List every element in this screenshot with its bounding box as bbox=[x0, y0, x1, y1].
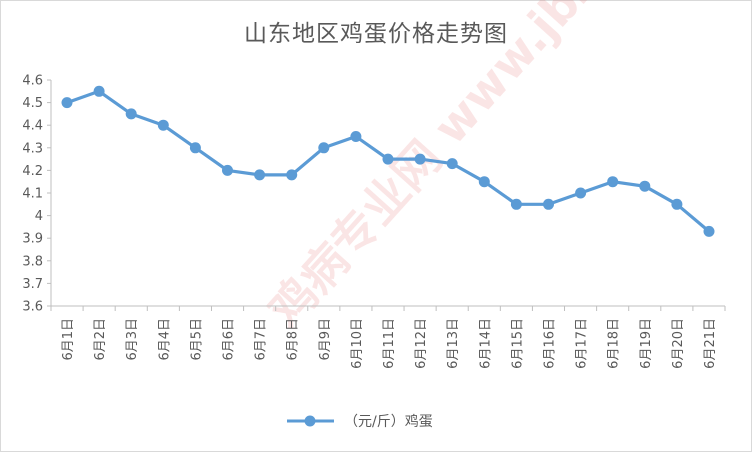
data-point bbox=[543, 198, 554, 210]
data-point bbox=[510, 198, 522, 210]
x-tick-label: 6月19日 bbox=[639, 318, 654, 369]
legend-label: （元/斤）鸡蛋 bbox=[344, 413, 433, 430]
x-tick-label: 6月2日 bbox=[93, 318, 108, 361]
legend: （元/斤）鸡蛋 bbox=[287, 413, 433, 430]
x-tick-label: 6月6日 bbox=[222, 318, 237, 361]
x-tick-label: 6月3日 bbox=[125, 318, 140, 361]
x-tick-label: 6月1日 bbox=[61, 318, 76, 361]
y-tick-label: 4.5 bbox=[22, 96, 43, 111]
data-point bbox=[446, 158, 458, 170]
x-tick-label: 6月15日 bbox=[510, 318, 525, 369]
y-tick-label: 3.6 bbox=[22, 300, 43, 315]
y-tick-label: 4.2 bbox=[22, 164, 43, 179]
watermark: 鸡病专业网 www.jbzyw.com bbox=[258, 0, 738, 337]
data-point bbox=[125, 108, 137, 120]
x-tick-label: 6月9日 bbox=[318, 318, 333, 361]
data-point bbox=[671, 198, 683, 210]
data-point bbox=[350, 131, 362, 142]
legend-marker-swatch bbox=[304, 415, 316, 427]
data-point bbox=[286, 169, 298, 181]
data-point bbox=[575, 187, 587, 199]
x-tick-label: 6月5日 bbox=[189, 318, 204, 361]
watermark-text: 鸡病专业网 www.jbzyw.com bbox=[258, 0, 738, 337]
y-tick-label: 3.9 bbox=[22, 232, 43, 247]
x-tick-label: 6月16日 bbox=[542, 318, 557, 369]
y-tick-label: 3.7 bbox=[22, 277, 43, 292]
data-point bbox=[382, 153, 394, 165]
y-tick-label: 4.1 bbox=[22, 187, 43, 202]
data-point bbox=[254, 169, 266, 181]
y-tick-label: 4.4 bbox=[22, 119, 43, 134]
data-point bbox=[61, 97, 73, 109]
x-tick-label: 6月10日 bbox=[350, 318, 365, 369]
x-tick-label: 6月18日 bbox=[607, 318, 622, 369]
x-tick-label: 6月13日 bbox=[446, 318, 461, 369]
x-tick-label: 6月21日 bbox=[703, 318, 718, 369]
x-tick-label: 6月12日 bbox=[414, 318, 429, 369]
x-tick-label: 6月8日 bbox=[286, 318, 301, 361]
axes: 3.6 3.7 3.8 3.9 4 4.1 4.2 4.3 4.4 4.5 4.6 6月1日 6月2日 6… bbox=[22, 74, 726, 369]
y-tick-label: 4 bbox=[35, 209, 43, 224]
x-tick-label: 6月14日 bbox=[478, 318, 493, 369]
series-layer bbox=[61, 85, 715, 237]
chart-title: 山东地区鸡蛋价格走势图 bbox=[244, 21, 508, 47]
y-tick-label: 4.6 bbox=[22, 74, 43, 89]
y-tick-label: 3.8 bbox=[22, 254, 43, 269]
data-point bbox=[93, 85, 105, 97]
data-point bbox=[318, 142, 330, 154]
data-point bbox=[222, 164, 233, 176]
data-point bbox=[703, 225, 715, 237]
data-point bbox=[639, 180, 651, 192]
y-tick-label: 4.3 bbox=[22, 141, 43, 156]
x-tick-label: 6月11日 bbox=[382, 318, 397, 369]
x-tick-label: 6月20日 bbox=[671, 318, 686, 369]
x-tick-label: 6月4日 bbox=[157, 318, 172, 361]
data-point bbox=[414, 153, 426, 165]
data-point bbox=[189, 142, 201, 154]
x-tick-label: 6月7日 bbox=[254, 318, 269, 361]
data-point bbox=[478, 176, 490, 188]
data-point bbox=[157, 119, 169, 131]
x-tick-label: 6月17日 bbox=[575, 318, 590, 369]
data-point bbox=[607, 176, 619, 188]
